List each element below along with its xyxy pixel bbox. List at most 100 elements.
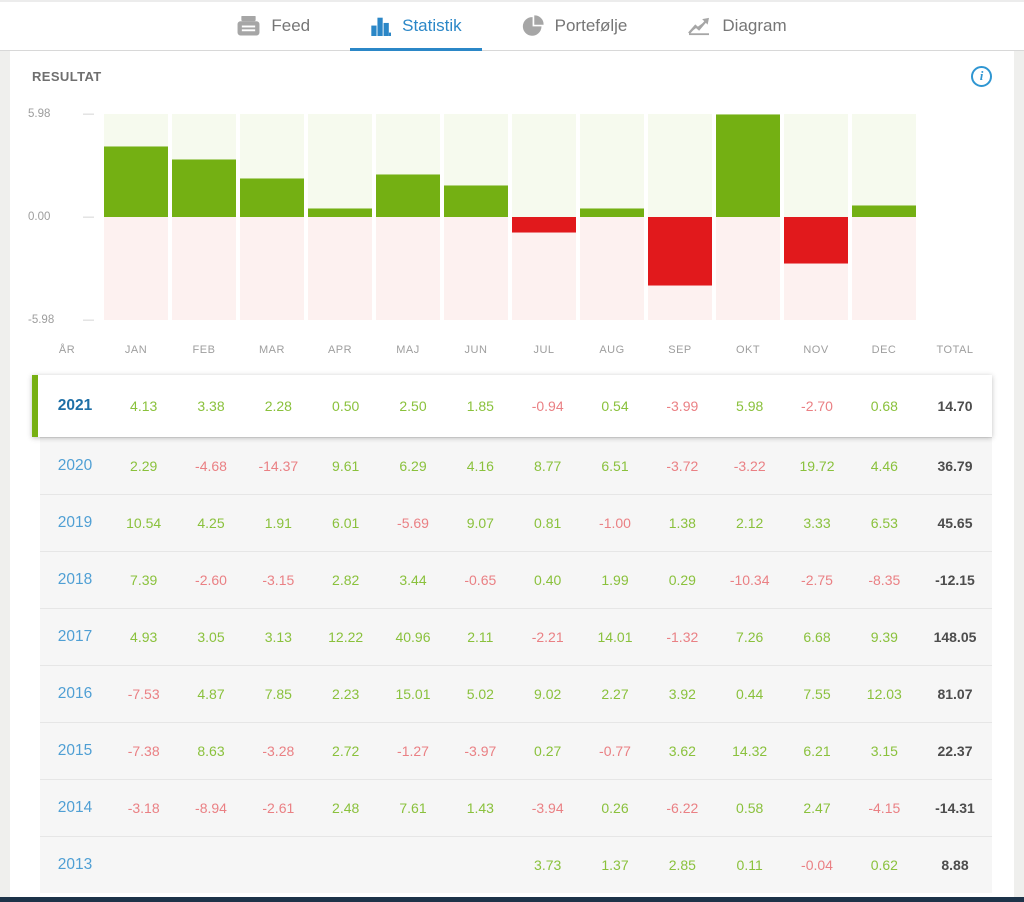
- tab-diagram[interactable]: Diagram: [683, 2, 790, 50]
- value-cell: 0.26: [601, 800, 629, 816]
- chart-bar[interactable]: [648, 217, 712, 286]
- chart-column-maj: [376, 114, 440, 320]
- table-row-2017[interactable]: 2017 4.93 3.05 3.13 12.22 40.96 2.11 -2.21 14.01…: [40, 608, 992, 665]
- chart-total-spacer: [918, 114, 992, 320]
- chart-bar[interactable]: [852, 205, 916, 217]
- value-cell: 7.55: [803, 686, 831, 702]
- chart-bar[interactable]: [308, 208, 372, 217]
- table-row-2019[interactable]: 2019 10.54 4.25 1.91 6.01 -5.69 9.07 0.81 -1.00 1…: [40, 494, 992, 551]
- value-cell: 4.93: [130, 629, 158, 645]
- value-cell: 2.12: [736, 515, 764, 531]
- table-row-2013[interactable]: 2013 3.73 1.37 2.85 0.11 -0.04 0.62 8.88: [40, 836, 992, 893]
- positive-zone-bg: [648, 114, 712, 217]
- statistics-panel: RESULTAT 5.98 — 0.00 — -5.98 — ÅR JAN FEB MAR APR…: [10, 51, 1014, 897]
- chart-column-nov: [784, 114, 848, 320]
- chart-column-jun: [444, 114, 508, 320]
- total-cell: 8.88: [941, 857, 969, 873]
- tab-portefølje[interactable]: Portefølje: [518, 2, 632, 50]
- tab-statistik[interactable]: Statistik: [350, 2, 482, 51]
- value-cell: 2.48: [332, 800, 360, 816]
- value-cell: -10.34: [729, 572, 770, 588]
- value-cell: -4.68: [195, 458, 227, 474]
- year-cell[interactable]: 2020: [57, 457, 93, 474]
- value-cell: 6.68: [803, 629, 831, 645]
- chart-bar[interactable]: [784, 217, 848, 264]
- table-row-2016[interactable]: 2016 -7.53 4.87 7.85 2.23 15.01 5.02 9.02 2.27 3.…: [40, 665, 992, 722]
- negative-zone-bg: [240, 217, 304, 320]
- chart-bar[interactable]: [104, 145, 168, 217]
- value-cell: 8.63: [197, 743, 225, 759]
- y-tick-label: -5.98: [28, 314, 55, 326]
- value-cell: 0.81: [534, 515, 562, 531]
- value-cell: -0.77: [599, 743, 631, 759]
- y-axis-tick: -5.98 —: [28, 314, 94, 326]
- chart-bar[interactable]: [376, 173, 440, 217]
- chart-column-jul: [512, 114, 576, 320]
- table-row-2021[interactable]: 2021 4.13 3.38 2.28 0.50 2.50 1.85 -0.94 0.54 -3.…: [32, 375, 992, 437]
- chart-bar[interactable]: [716, 114, 780, 217]
- chart-column-feb: [172, 114, 236, 320]
- value-cell: 1.37: [601, 857, 629, 873]
- chart-column-dec: [852, 114, 916, 320]
- total-cell: -12.15: [935, 572, 975, 588]
- chart-column-okt: [716, 114, 780, 320]
- value-cell: -3.22: [733, 458, 766, 474]
- value-cell: 2.72: [332, 743, 360, 759]
- table-row-2020[interactable]: 2020 2.29 -4.68 -14.37 9.61 6.29 4.16 8.77 6.51 -…: [40, 437, 992, 494]
- column-header-jul: JUL: [533, 344, 555, 356]
- year-cell[interactable]: 2018: [57, 571, 93, 588]
- value-cell: 40.96: [395, 629, 431, 645]
- year-cell[interactable]: 2016: [57, 685, 93, 702]
- chart-bar[interactable]: [444, 185, 508, 217]
- year-cell[interactable]: 2013: [57, 856, 93, 873]
- value-cell: 3.62: [668, 743, 696, 759]
- column-header-aug: AUG: [599, 344, 625, 356]
- table-row-2015[interactable]: 2015 -7.38 8.63 -3.28 2.72 -1.27 -3.97 0.27 -0.7…: [40, 722, 992, 779]
- value-cell: -8.94: [195, 800, 227, 816]
- chart-bar[interactable]: [580, 207, 644, 217]
- value-cell: 4.87: [197, 686, 225, 702]
- value-cell: 7.85: [264, 686, 292, 702]
- bar-chart-icon: [370, 16, 392, 36]
- value-cell: 4.13: [130, 398, 158, 414]
- chart-bar[interactable]: [172, 158, 236, 217]
- section-header: RESULTAT: [10, 51, 1014, 87]
- chart-bar[interactable]: [512, 217, 576, 234]
- y-tick-dash: —: [83, 314, 94, 326]
- year-cell[interactable]: 2021: [57, 397, 93, 414]
- year-cell[interactable]: 2017: [57, 628, 93, 645]
- tab-label: Statistik: [402, 16, 462, 35]
- tab-feed[interactable]: Feed: [233, 2, 314, 50]
- value-cell: 6.53: [870, 515, 898, 531]
- bottom-bar: [0, 897, 1024, 902]
- table-row-2018[interactable]: 2018 7.39 -2.60 -3.15 2.82 3.44 -0.65 0.40 1.99 0…: [40, 551, 992, 608]
- line-chart-icon: [687, 16, 711, 36]
- value-cell: 7.26: [736, 629, 764, 645]
- value-cell: -14.37: [258, 458, 299, 474]
- table-row-2014[interactable]: 2014 -3.18 -8.94 -2.61 2.48 7.61 1.43 -3.94 0.26…: [40, 779, 992, 836]
- y-tick-dash: —: [83, 108, 94, 120]
- negative-zone-bg: [716, 217, 780, 320]
- year-cell[interactable]: 2015: [57, 742, 93, 759]
- value-cell: -0.94: [531, 398, 564, 414]
- column-header-år: ÅR: [58, 344, 76, 356]
- value-cell: -0.65: [464, 572, 497, 588]
- value-cell: -7.38: [127, 743, 160, 759]
- value-cell: 2.23: [332, 686, 360, 702]
- total-cell: 45.65: [937, 515, 973, 531]
- value-cell: 0.11: [736, 857, 763, 873]
- total-cell: -14.31: [935, 800, 975, 816]
- chart-bar[interactable]: [240, 177, 304, 217]
- value-cell: -8.35: [868, 572, 901, 588]
- year-cell[interactable]: 2014: [57, 799, 93, 816]
- year-cell[interactable]: 2019: [57, 514, 93, 531]
- pie-chart-icon: [522, 15, 544, 37]
- value-cell: 0.29: [668, 572, 696, 588]
- value-cell: -3.99: [666, 398, 699, 414]
- column-header-nov: NOV: [803, 344, 829, 356]
- y-axis-tick: 5.98 —: [28, 108, 94, 120]
- total-cell: 148.05: [933, 629, 977, 645]
- value-cell: 5.02: [466, 686, 494, 702]
- column-header-total: TOTAL: [936, 344, 974, 356]
- info-icon[interactable]: [971, 65, 992, 87]
